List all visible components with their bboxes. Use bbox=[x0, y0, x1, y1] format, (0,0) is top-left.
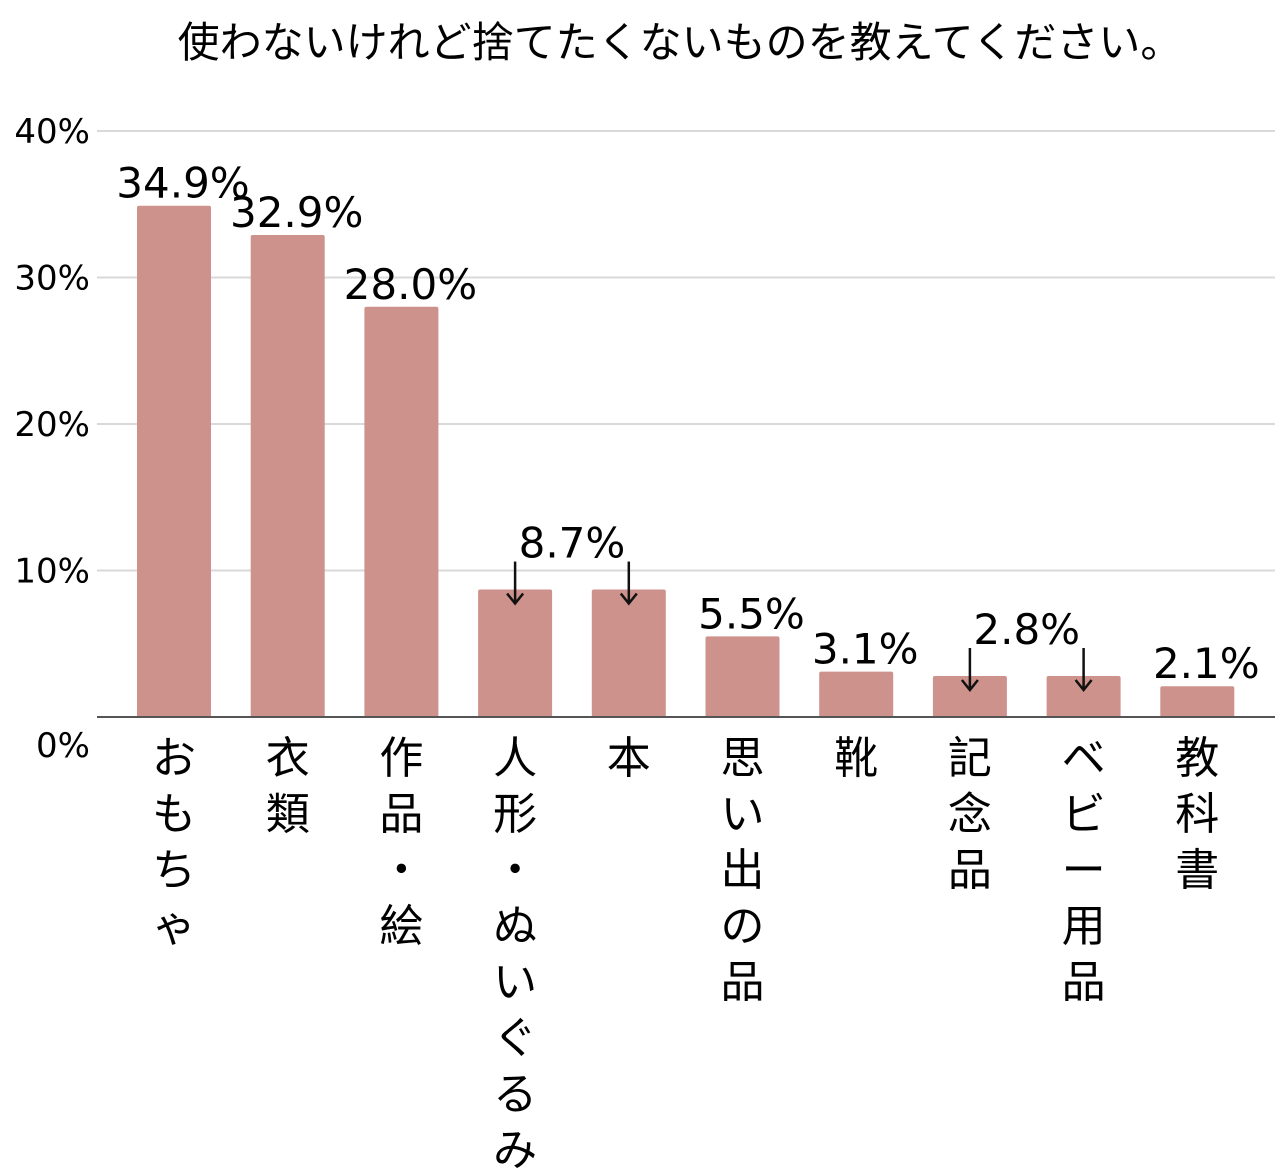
y-tick-label: 0% bbox=[36, 726, 90, 766]
bars bbox=[137, 205, 1235, 717]
category-label: ベビー用品 bbox=[1062, 733, 1106, 1008]
y-tick-label: 10% bbox=[14, 552, 90, 592]
bar bbox=[1046, 675, 1121, 717]
data-label: 3.1% bbox=[812, 625, 919, 674]
category-label: 作品・絵 bbox=[379, 733, 423, 952]
bar bbox=[1160, 686, 1235, 717]
data-label: 34.9% bbox=[116, 159, 249, 208]
bar bbox=[819, 671, 894, 717]
y-tick-label: 30% bbox=[14, 259, 90, 299]
label-arrowhead bbox=[506, 592, 525, 606]
label-arrowhead bbox=[960, 679, 979, 692]
data-label: 5.5% bbox=[698, 589, 805, 638]
bar bbox=[932, 675, 1007, 717]
data-label: 2.8% bbox=[973, 605, 1080, 654]
bar bbox=[250, 235, 325, 717]
y-axis-ticks: 0% 10% 20% 30% 40% bbox=[14, 112, 90, 766]
y-tick-label: 40% bbox=[14, 112, 90, 152]
category-label: おもちゃ bbox=[152, 733, 196, 952]
category-label: 思い出の品 bbox=[721, 733, 765, 1008]
label-arrowhead bbox=[619, 592, 638, 606]
category-label: 教科書 bbox=[1175, 733, 1219, 896]
bar bbox=[137, 205, 211, 717]
y-tick-label: 20% bbox=[14, 405, 90, 445]
category-label: 人形・ぬいぐるみ bbox=[493, 733, 537, 1170]
bar bbox=[591, 589, 666, 717]
data-label: 28.0% bbox=[344, 260, 477, 309]
chart-title: 使わないけれど捨てたくないものを教えてください。 bbox=[178, 18, 1183, 67]
bar bbox=[705, 636, 780, 717]
category-label: 記念品 bbox=[948, 733, 992, 896]
category-label: 本 bbox=[607, 733, 651, 784]
bar bbox=[364, 306, 439, 717]
data-label: 32.9% bbox=[230, 188, 363, 237]
data-label: 8.7% bbox=[519, 519, 626, 568]
label-arrowhead bbox=[1074, 679, 1093, 692]
data-label: 2.1% bbox=[1153, 639, 1260, 688]
category-label: 靴 bbox=[834, 733, 878, 784]
bar bbox=[478, 589, 553, 717]
category-label: 衣類 bbox=[266, 733, 310, 840]
data-labels: 34.9%32.9% 28.0% 5.5%3.1% 2.1% 8.7% 2.8% bbox=[116, 159, 1260, 692]
category-labels: おもちゃ 衣類 作品・絵 人形・ぬいぐるみ 本 思い出の品 靴 記念品 ベビー用品 教科書 bbox=[152, 733, 1219, 1170]
